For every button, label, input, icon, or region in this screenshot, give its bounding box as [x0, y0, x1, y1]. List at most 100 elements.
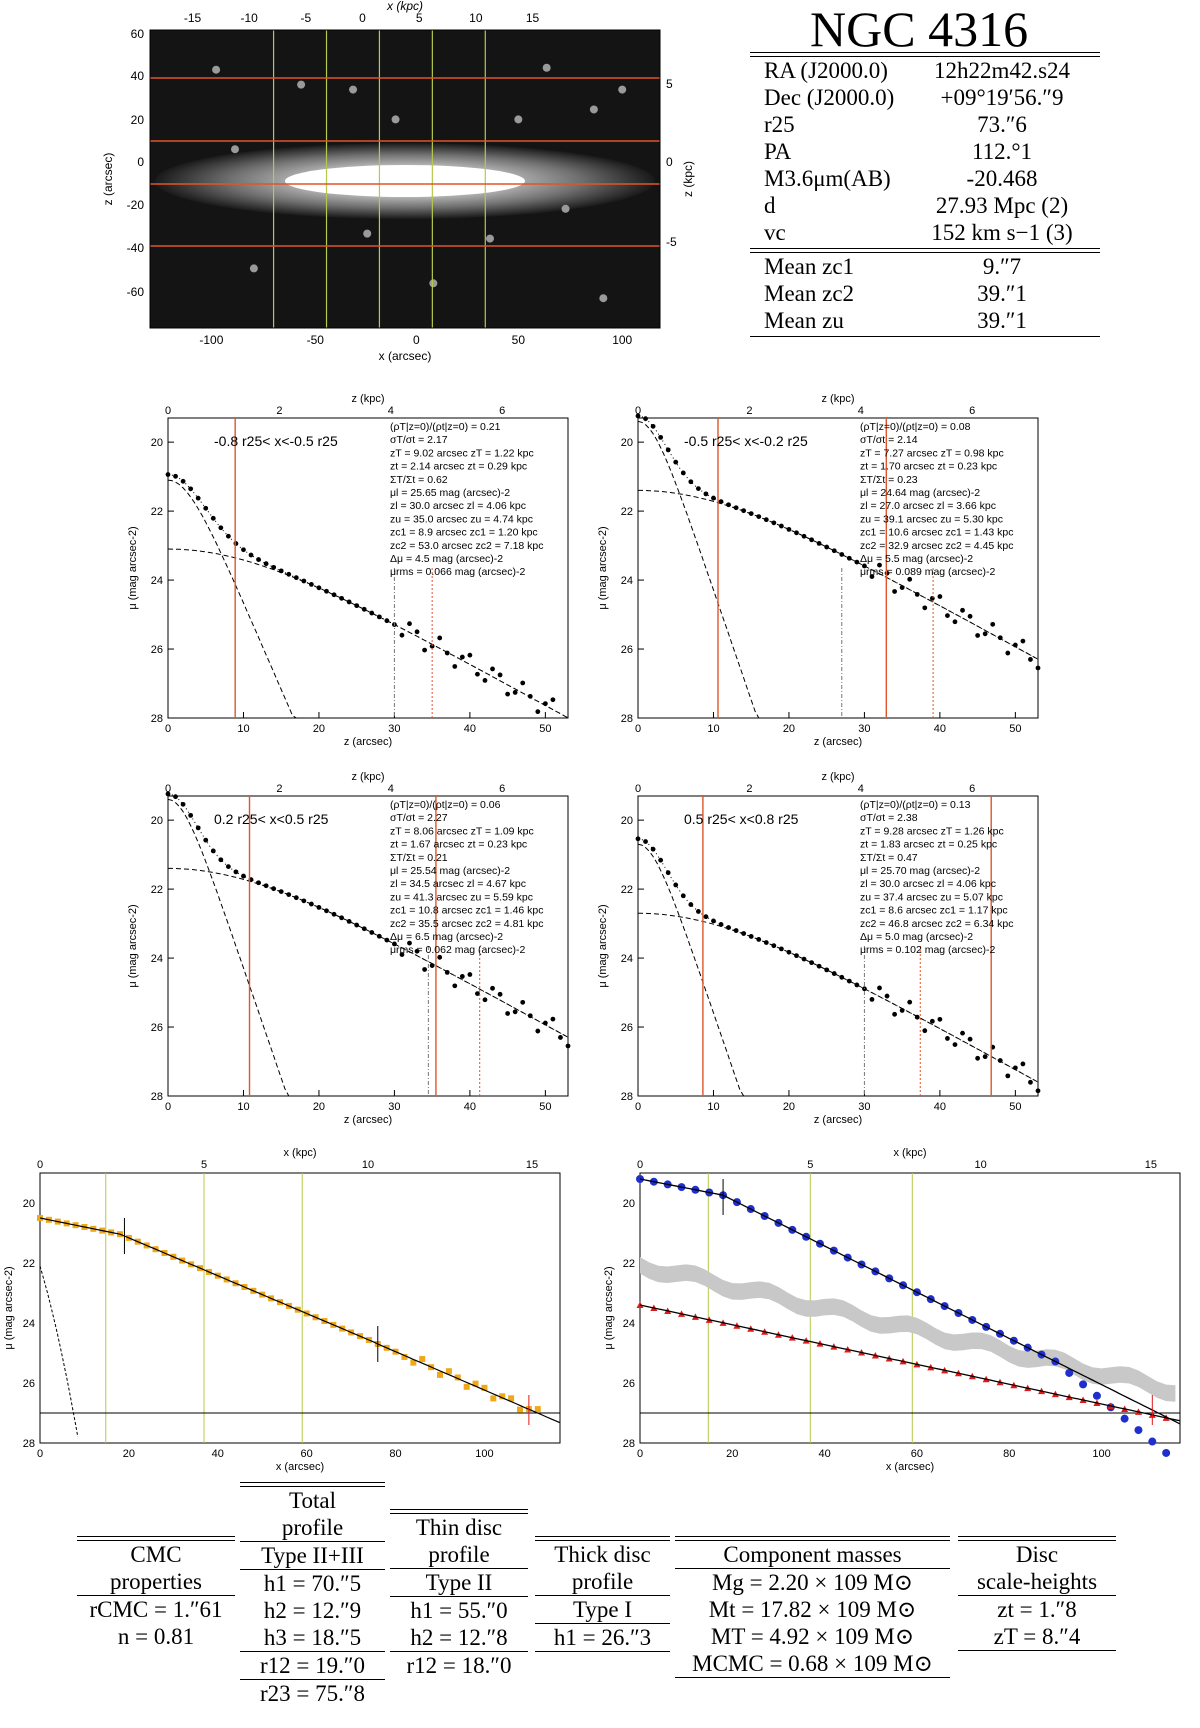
- data-point: [271, 886, 277, 892]
- property-row: RA (J2000.0) 12h22m42.s24: [750, 57, 1100, 84]
- tick-label: 28: [621, 1091, 633, 1103]
- table-head: Component masses: [723, 1542, 902, 1567]
- data-point: [726, 925, 731, 930]
- table-head: profile: [281, 1515, 344, 1540]
- data-point: [535, 709, 541, 715]
- axis-label: x (arcsec): [276, 1461, 324, 1473]
- data-point: [392, 941, 397, 947]
- fit-annotation: μrms = 0.102 mag (arcsec)-2: [860, 944, 995, 956]
- data-point: [929, 596, 935, 601]
- data-point: [369, 610, 375, 616]
- data-point: [316, 905, 322, 910]
- data-point: [650, 423, 656, 429]
- mean-key: Mean zu: [764, 308, 844, 333]
- thin-disc-point: [1065, 1368, 1074, 1377]
- data-point: [703, 491, 709, 497]
- table-cell: MCMC = 0.68 × 109 M⊙: [692, 1651, 933, 1676]
- thin-disc-point: [1092, 1391, 1101, 1400]
- data-point: [801, 533, 807, 539]
- fit-annotation: σT/σt = 2.14: [860, 434, 918, 446]
- data-point: [225, 864, 231, 869]
- thin-disc-point: [1079, 1380, 1088, 1389]
- tick-label: 60: [131, 27, 145, 41]
- fit-annotation: zc2 = 35.5 arcsec zc2 = 4.81 kpc: [390, 918, 544, 930]
- data-point: [550, 1016, 556, 1022]
- data-point: [354, 603, 360, 609]
- data-point: [195, 825, 201, 831]
- data-point: [733, 505, 739, 511]
- data-point: [967, 1036, 973, 1042]
- data-point: [809, 960, 814, 966]
- data-point: [673, 882, 679, 888]
- thin-disc-fit: [637, 420, 1038, 719]
- tick-label: 6: [499, 405, 505, 417]
- total-fit: [39, 1217, 561, 1424]
- data-point: [854, 982, 860, 988]
- data-point: [241, 873, 246, 879]
- tick-label: 60: [301, 1448, 313, 1460]
- data-point: [846, 555, 852, 561]
- data-point: [233, 541, 239, 546]
- data-point: [786, 949, 792, 955]
- star: [391, 115, 400, 124]
- tick-label: 22: [621, 884, 633, 896]
- data-point: [472, 1380, 479, 1387]
- fit-annotation: σT/σt = 2.17: [390, 434, 448, 446]
- fit-annotation: μrms = 0.089 mag (arcsec)-2: [860, 566, 995, 578]
- tick-label: 20: [313, 723, 325, 735]
- data-point: [831, 548, 837, 554]
- property-value: 27.93 Mpc (2): [935, 193, 1069, 218]
- tick-label: 50: [1009, 723, 1021, 735]
- tick-label: 0: [37, 1159, 43, 1171]
- data-point: [824, 544, 830, 550]
- data-point: [278, 889, 284, 895]
- data-point: [534, 1406, 541, 1413]
- fit-annotation: Δμ = 4.5 mag (arcsec)-2: [390, 553, 503, 565]
- axis-label: μ (mag arcsec-2): [603, 1266, 615, 1349]
- fit-annotation: zT = 9.28 arcsec zT = 1.26 kpc: [860, 825, 1004, 837]
- data-point: [301, 898, 307, 904]
- data-point: [195, 495, 201, 501]
- tick-label: 22: [621, 506, 633, 518]
- radial-profile-components: 0 20 40 60 80 100 0 5 10 15 x (arcsec) x (kpc) 20 22 2…: [603, 1147, 1181, 1473]
- tick-label: 2: [746, 783, 752, 795]
- tick-label: 0: [165, 723, 171, 735]
- data-point: [384, 618, 390, 624]
- data-point: [801, 956, 807, 962]
- tick-label: 24: [151, 953, 163, 965]
- data-point: [452, 983, 458, 989]
- data-point: [1020, 1061, 1026, 1067]
- axis-label: z (kpc): [822, 771, 855, 783]
- table-head: profile: [428, 1542, 490, 1567]
- axis-label: z (arcsec): [101, 153, 115, 206]
- data-point: [1035, 1088, 1041, 1094]
- data-point: [711, 918, 716, 924]
- data-point: [952, 619, 958, 625]
- tick-label: 100: [612, 333, 632, 347]
- tick-label: 24: [623, 1318, 635, 1330]
- tick-label: 20: [621, 437, 633, 449]
- axis-label: z (kpc): [822, 393, 855, 405]
- axis-label: z (arcsec): [814, 1114, 862, 1126]
- cmc-fit: [39, 1265, 79, 1437]
- data-point: [877, 562, 882, 568]
- tick-label: 22: [23, 1258, 35, 1270]
- data-point: [233, 869, 239, 875]
- fit-annotation: zc2 = 32.9 arcsec zc2 = 4.45 kpc: [860, 540, 1014, 552]
- data-point: [786, 527, 792, 532]
- data-point: [248, 552, 254, 558]
- data-point: [643, 416, 648, 422]
- data-point: [512, 1009, 518, 1015]
- data-point: [733, 928, 739, 933]
- fit-annotation: σT/σt = 2.38: [860, 812, 918, 824]
- data-point: [437, 635, 443, 641]
- data-point: [482, 997, 488, 1003]
- data-point: [459, 974, 465, 979]
- data-point: [673, 459, 679, 465]
- data-point: [399, 952, 405, 957]
- data-point: [188, 812, 194, 818]
- data-point: [241, 547, 246, 553]
- data-point: [490, 1395, 497, 1402]
- tick-label: 2: [276, 783, 282, 795]
- data-point: [293, 575, 299, 581]
